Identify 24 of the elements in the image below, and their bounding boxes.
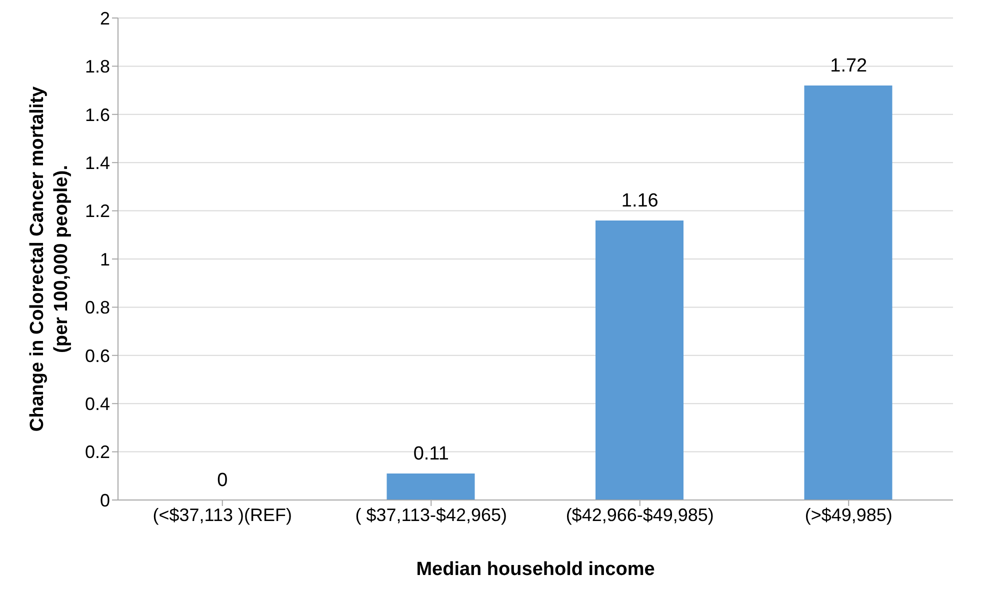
bar [596,220,684,500]
data-label: 0 [217,470,228,491]
x-axis-title: Median household income [416,559,655,580]
data-label: 0.11 [413,443,449,464]
y-axis-title: Change in Colorectal Cancer mortality (per 100,000 people). [27,86,72,432]
x-tick-label: ( $37,113-$42,965) [355,504,508,525]
y-tick-label: 2 [100,8,110,28]
y-tick-label: 1.8 [84,56,110,77]
y-tick-label: 1.4 [84,152,110,173]
y-tick-label: 1.6 [84,104,110,125]
bar [804,85,892,500]
y-tick-label: 0.4 [84,394,110,414]
y-tick-label: 0.2 [84,442,110,462]
data-label: 1.16 [621,190,658,212]
y-tick-label: 0.6 [84,346,110,366]
data-label: 1.72 [830,55,868,76]
x-tick-label: (<$37,113 )(REF) [152,504,292,525]
y-tick-label: 0 [100,490,110,510]
y-tick-label: 1 [100,249,110,270]
bar [386,473,475,500]
y-tick-label: 1.2 [84,201,110,222]
x-tick-label: ($42,966-$49,985) [566,504,714,525]
x-tick-label: (>$49,985) [804,504,892,525]
y-tick-label: 0.8 [84,298,110,318]
